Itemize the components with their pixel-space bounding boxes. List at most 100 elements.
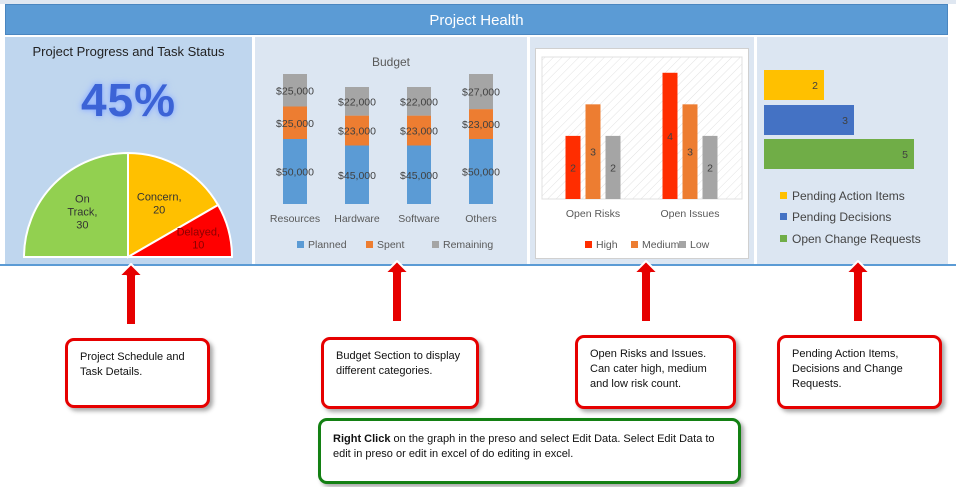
legend-swatch bbox=[780, 213, 787, 220]
callout-edit-instructions: Right Click on the graph in the preso an… bbox=[318, 418, 741, 484]
data-label: $45,000 bbox=[338, 170, 376, 182]
legend-item: Pending Decisions bbox=[780, 210, 891, 224]
pie-label: On bbox=[75, 193, 90, 205]
legend-label: Pending Decisions bbox=[792, 210, 892, 224]
legend-swatch bbox=[585, 241, 592, 248]
callout-budget: Budget Section to display different cate… bbox=[321, 337, 479, 409]
legend-label: Low bbox=[690, 239, 710, 251]
arrow-up-icon bbox=[845, 260, 871, 323]
chart-title: Budget bbox=[372, 55, 411, 69]
category-label: Resources bbox=[270, 213, 320, 225]
callout-risks-text: Open Risks and Issues. Can cater high, m… bbox=[590, 348, 707, 390]
pie-slice bbox=[127, 151, 220, 259]
arrow-up-icon bbox=[633, 260, 659, 323]
budget-chart[interactable]: Budget $50,000 $25,000 $25,000 Resources $45,… bbox=[255, 37, 527, 264]
bar-segment bbox=[469, 109, 493, 139]
pie-label: 10 bbox=[192, 240, 204, 252]
legend-label: Open Change Requests bbox=[792, 232, 921, 246]
legend-label: Remaining bbox=[443, 239, 493, 251]
data-label: $25,000 bbox=[276, 85, 314, 97]
data-label: 4 bbox=[667, 131, 673, 143]
bar bbox=[764, 105, 854, 135]
data-label: $50,000 bbox=[276, 167, 314, 179]
category-label: Open Risks bbox=[566, 208, 620, 220]
legend-swatch bbox=[780, 235, 787, 242]
bar-segment bbox=[345, 115, 369, 146]
pie-label: Delayed, bbox=[177, 227, 220, 239]
category-label: Others bbox=[465, 213, 497, 225]
callout-edit-text: on the graph in the preso and select Edi… bbox=[333, 433, 715, 460]
arrow-up-icon bbox=[118, 263, 144, 326]
pie-label: 30 bbox=[76, 219, 88, 231]
bar-segment bbox=[407, 87, 431, 116]
callout-schedule-text: Project Schedule and Task Details. bbox=[80, 351, 185, 378]
callout-risks: Open Risks and Issues. Can cater high, m… bbox=[575, 335, 736, 409]
top-strip bbox=[0, 0, 956, 4]
data-label: $23,000 bbox=[462, 119, 500, 131]
bar bbox=[764, 139, 914, 169]
bar-segment bbox=[283, 139, 307, 204]
category-label: Hardware bbox=[334, 213, 380, 225]
pie-label: Track, bbox=[67, 206, 97, 218]
data-label: 3 bbox=[590, 147, 596, 159]
legend-swatch bbox=[297, 241, 304, 248]
data-label: $50,000 bbox=[462, 167, 500, 179]
data-label: $27,000 bbox=[462, 87, 500, 99]
data-label: 2 bbox=[570, 162, 576, 174]
data-label: $22,000 bbox=[400, 96, 438, 108]
risks-chart-area[interactable]: 2 3 2 Open Risks 4 3 2 Open Issues High Medium Low bbox=[535, 48, 749, 259]
pie-slice bbox=[124, 203, 234, 258]
data-label: $22,000 bbox=[338, 96, 376, 108]
data-label: $23,000 bbox=[400, 126, 438, 138]
callout-pending: Pending Action Items, Decisions and Chan… bbox=[777, 335, 942, 409]
callout-edit-bold: Right Click bbox=[333, 433, 391, 445]
bar-segment bbox=[469, 139, 493, 204]
legend-swatch bbox=[780, 192, 787, 199]
legend-label: High bbox=[596, 239, 618, 251]
bar-segment bbox=[283, 106, 307, 139]
legend-label: Medium bbox=[642, 239, 680, 251]
budget-panel[interactable]: Budget $50,000 $25,000 $25,000 Resources $45,… bbox=[255, 37, 527, 264]
bar bbox=[764, 70, 824, 100]
data-label: 3 bbox=[687, 147, 693, 159]
bar-segment bbox=[345, 145, 369, 204]
callout-budget-text: Budget Section to display different cate… bbox=[336, 350, 461, 377]
bar bbox=[702, 135, 718, 199]
category-label: Software bbox=[398, 213, 440, 225]
arrow-up-icon bbox=[384, 260, 410, 323]
legend-label: Spent bbox=[377, 239, 405, 251]
bar-segment bbox=[469, 74, 493, 110]
bar bbox=[565, 135, 581, 199]
callout-schedule: Project Schedule and Task Details. bbox=[65, 338, 210, 408]
legend-swatch bbox=[432, 241, 439, 248]
data-label: 2 bbox=[610, 162, 616, 174]
bar bbox=[682, 104, 698, 199]
data-label: 2 bbox=[707, 162, 713, 174]
data-label: $25,000 bbox=[276, 118, 314, 130]
bar bbox=[605, 135, 621, 199]
pending-panel[interactable]: 2 3 5 bbox=[757, 37, 948, 264]
data-label: 3 bbox=[842, 115, 848, 127]
progress-percent: 45% bbox=[80, 74, 177, 126]
progress-panel[interactable]: Project Progress and Task Status 45% On T… bbox=[5, 37, 252, 264]
legend-item: Pending Action Items bbox=[780, 189, 905, 203]
legend-label: Pending Action Items bbox=[792, 189, 905, 203]
legend-swatch bbox=[366, 241, 373, 248]
category-label: Open Issues bbox=[661, 208, 720, 220]
data-label: $45,000 bbox=[400, 170, 438, 182]
pie-label: 20 bbox=[153, 204, 165, 216]
bar-segment bbox=[407, 115, 431, 146]
bar-segment bbox=[407, 145, 431, 204]
pie-slice bbox=[22, 151, 129, 258]
pending-chart[interactable]: 2 3 5 bbox=[757, 37, 948, 177]
risks-chart[interactable]: 2 3 2 Open Risks 4 3 2 Open Issues High Medium Low bbox=[536, 49, 750, 260]
bar bbox=[585, 104, 601, 199]
legend-item: Open Change Requests bbox=[780, 232, 921, 246]
page-title: Project Health bbox=[5, 4, 948, 35]
progress-title: Project Progress and Task Status bbox=[32, 44, 225, 59]
data-label: 5 bbox=[902, 149, 908, 161]
legend-swatch bbox=[631, 241, 638, 248]
legend-swatch bbox=[679, 241, 686, 248]
callout-pending-text: Pending Action Items, Decisions and Chan… bbox=[792, 348, 903, 390]
